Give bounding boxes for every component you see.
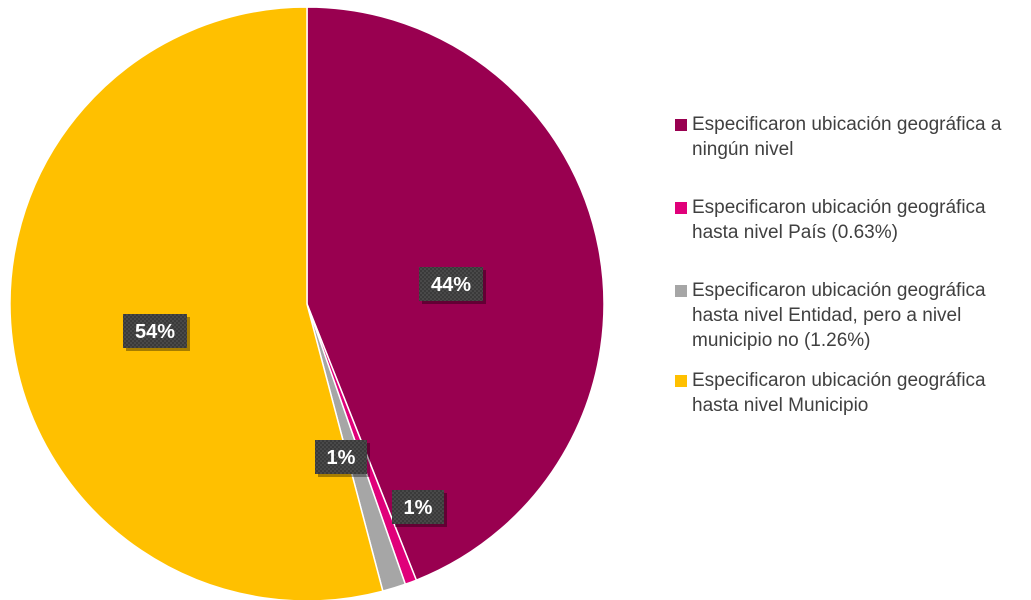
data-label-nivel-pais: 1% (392, 490, 447, 527)
legend-item-nivel-pais: Especificaron ubicación geográfica hasta… (675, 195, 1025, 245)
data-label-text: 44% (431, 274, 471, 296)
data-label-nivel-entidad: 1% (315, 440, 370, 477)
legend-item-nivel-municipio: Especificaron ubicación geográfica hasta… (675, 368, 1025, 418)
legend-swatch (675, 375, 687, 387)
data-label-text: 1% (404, 497, 433, 519)
legend-swatch (675, 119, 687, 131)
legend-label: Especificaron ubicación geográfica hasta… (692, 370, 986, 416)
legend-label: Especificaron ubicación geográfica a nin… (692, 114, 1002, 160)
legend-item-nivel-entidad: Especificaron ubicación geográfica hasta… (675, 278, 1025, 353)
legend: Especificaron ubicación geográfica a nin… (675, 112, 1025, 418)
pie-data-labels: 44% 1% 1% 54% (123, 267, 486, 527)
data-label-nivel-municipio: 54% (123, 314, 190, 351)
legend-item-ningun-nivel: Especificaron ubicación geográfica a nin… (675, 112, 1025, 162)
data-label-text: 54% (135, 321, 175, 343)
pie-slice-nivel-municipio (9, 6, 384, 600)
legend-swatch (675, 285, 687, 297)
legend-label: Especificaron ubicación geográfica hasta… (692, 280, 986, 351)
legend-swatch (675, 202, 687, 214)
data-label-text: 1% (327, 447, 356, 469)
data-label-ningun-nivel: 44% (419, 267, 486, 304)
legend-label: Especificaron ubicación geográfica hasta… (692, 197, 986, 243)
pie-slices (9, 6, 605, 600)
